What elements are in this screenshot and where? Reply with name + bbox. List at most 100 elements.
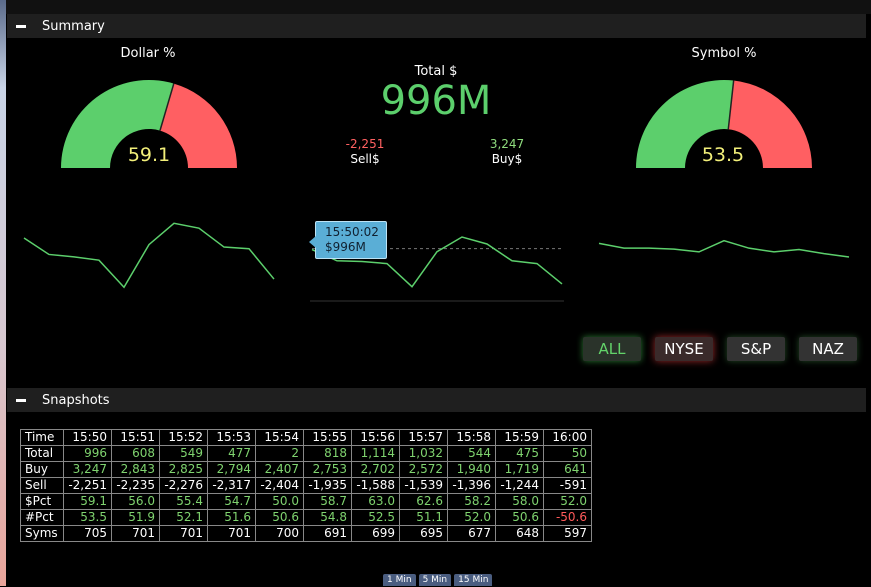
snapshots-section-header[interactable]: Snapshots — [7, 388, 866, 412]
table-cell: 701 — [159, 525, 208, 542]
column-header: 15:53 — [207, 429, 256, 446]
summary-section-header[interactable]: Summary — [7, 14, 866, 38]
total-sparkline[interactable] — [310, 228, 564, 302]
table-cell: -2,235 — [111, 477, 160, 494]
table-cell: 691 — [303, 525, 352, 542]
table-cell: 544 — [447, 445, 496, 462]
table-cell: 597 — [543, 525, 592, 542]
table-cell: 1,114 — [351, 445, 400, 462]
table-cell: 648 — [495, 525, 544, 542]
table-cell: 608 — [111, 445, 160, 462]
table-cell: -1,539 — [399, 477, 448, 494]
table-cell: -2,317 — [207, 477, 256, 494]
table-cell: 51.1 — [399, 509, 448, 526]
table-cell: 2,407 — [255, 461, 304, 478]
column-header: 15:52 — [159, 429, 208, 446]
row-label: #Pct — [20, 509, 64, 526]
top-strip — [6, 0, 871, 14]
table-cell: 1,032 — [399, 445, 448, 462]
total-label: Total $ — [414, 64, 458, 79]
tab-15-min[interactable]: 15 Min — [454, 574, 493, 586]
table-cell: 477 — [207, 445, 256, 462]
table-cell: 54.8 — [303, 509, 352, 526]
sell-value: -2,251 — [345, 137, 385, 151]
dollar-gauge-buy-arc — [61, 80, 174, 168]
dollar-gauge-divider — [159, 83, 175, 131]
table-cell: 2,702 — [351, 461, 400, 478]
table-cell: -1,588 — [351, 477, 400, 494]
table-cell: 677 — [447, 525, 496, 542]
tab-1-min[interactable]: 1 Min — [383, 574, 416, 586]
table-row: Sell -2,251 -2,235 -2,276 -2,317 -2,404 -1,935… — [20, 477, 592, 494]
row-label: Syms — [20, 525, 64, 542]
column-header: 15:58 — [447, 429, 496, 446]
filter-all-button[interactable]: ALL — [583, 337, 641, 361]
tab-5-min[interactable]: 5 Min — [418, 574, 452, 586]
collapse-icon[interactable] — [7, 398, 35, 402]
tooltip-time: 15:50:02 — [325, 225, 379, 239]
table-cell: -1,935 — [303, 477, 352, 494]
filter-sp-button[interactable]: S&P — [727, 337, 785, 361]
column-header: 15:57 — [399, 429, 448, 446]
symbol-pct-gauge — [636, 80, 812, 168]
row-label: $Pct — [20, 493, 64, 510]
table-row: Buy 3,247 2,843 2,825 2,794 2,407 2,753 2,702 2,… — [20, 461, 592, 478]
dollar-sparkline-line — [23, 222, 275, 289]
table-cell: 1,940 — [447, 461, 496, 478]
table-cell: 2,843 — [111, 461, 160, 478]
table-cell: 2,753 — [303, 461, 352, 478]
table-cell: 700 — [255, 525, 304, 542]
symbol-sparkline — [598, 239, 850, 258]
table-cell: 54.7 — [207, 493, 256, 510]
table-cell: 549 — [159, 445, 208, 462]
table-cell: -2,251 — [63, 477, 112, 494]
row-label: Sell — [20, 477, 64, 494]
buy-value: 3,247 — [489, 137, 525, 151]
dollar-gauge-sell-arc — [159, 83, 237, 168]
table-cell: 58.2 — [447, 493, 496, 510]
table-cell: 63.0 — [351, 493, 400, 510]
table-cell: 52.0 — [543, 493, 592, 510]
table-row: Time 15:50 15:51 15:52 15:53 15:54 15:55 15:56 1… — [20, 429, 592, 446]
symbol-sparkline-line — [598, 239, 850, 258]
dollar-pct-gauge — [61, 80, 237, 168]
table-cell: 50.6 — [495, 509, 544, 526]
collapse-icon[interactable] — [7, 24, 35, 28]
symbol-pct-value: 53.5 — [701, 144, 745, 166]
total-value: 996M — [380, 78, 492, 124]
table-cell: 50.6 — [255, 509, 304, 526]
table-cell: 62.6 — [399, 493, 448, 510]
table-cell: 52.1 — [159, 509, 208, 526]
symbol-pct-label: Symbol % — [691, 46, 757, 61]
table-cell: 59.1 — [63, 493, 112, 510]
buy-label: Buy$ — [491, 152, 523, 166]
table-cell: 50 — [543, 445, 592, 462]
table-cell: 51.6 — [207, 509, 256, 526]
symbol-gauge-sell-arc — [728, 80, 812, 168]
table-cell: 701 — [207, 525, 256, 542]
table-cell: 818 — [303, 445, 352, 462]
table-row: Total 996 608 549 477 2 818 1,114 1,032 544 475 50 — [20, 445, 592, 462]
symbol-gauge-divider — [727, 80, 735, 130]
filter-naz-button[interactable]: NAZ — [799, 337, 857, 361]
table-cell: -591 — [543, 477, 592, 494]
snapshots-title: Snapshots — [42, 392, 110, 408]
table-cell: 51.9 — [111, 509, 160, 526]
dollar-pct-value: 59.1 — [127, 144, 171, 166]
column-header: 15:55 — [303, 429, 352, 446]
table-row: #Pct 53.5 51.9 52.1 51.6 50.6 54.8 52.5 51.1 52.0… — [20, 509, 592, 526]
symbol-gauge-buy-arc — [636, 80, 734, 168]
table-cell: 1,719 — [495, 461, 544, 478]
column-header: 15:59 — [495, 429, 544, 446]
table-cell: 52.0 — [447, 509, 496, 526]
dollar-pct-label: Dollar % — [120, 46, 176, 61]
dollar-sparkline — [23, 222, 275, 289]
table-cell: 58.7 — [303, 493, 352, 510]
chart-tooltip: 15:50:02 $996M — [309, 221, 387, 259]
table-cell: 2 — [255, 445, 304, 462]
table-cell: 699 — [351, 525, 400, 542]
window-edge — [0, 0, 6, 586]
table-row: $Pct 59.1 56.0 55.4 54.7 50.0 58.7 63.0 62.6 58.2… — [20, 493, 592, 510]
filter-nyse-button[interactable]: NYSE — [655, 337, 713, 361]
table-cell: 2,794 — [207, 461, 256, 478]
